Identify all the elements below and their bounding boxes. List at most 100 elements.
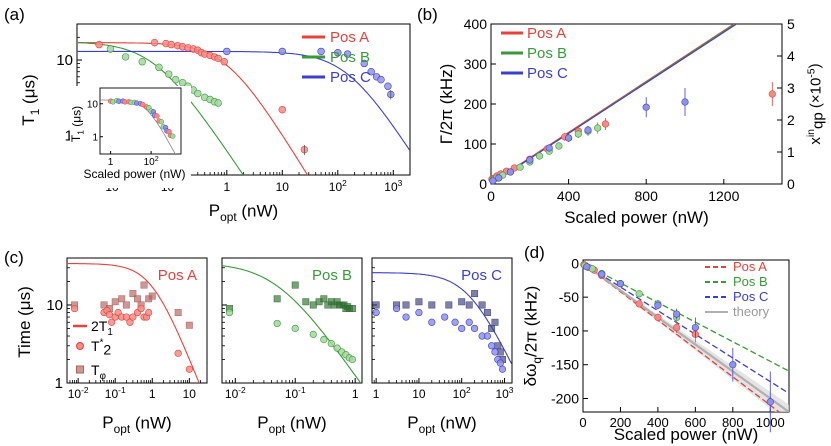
y-axis-label-part: δω [521,364,540,387]
legend-label: Pos C [527,65,568,82]
data-point [278,47,286,56]
y-right-tick-label: 4 [787,48,795,64]
inset-data-point [158,119,165,125]
x-tick-label-part: 10 [68,387,82,401]
data-point [165,70,173,78]
data-point-Tphi [100,301,108,309]
data-point-Tphi [185,321,193,329]
panel-label-a: (a) [4,5,25,24]
data-point-Tphi [291,281,299,289]
legend-label: Pos B [330,49,370,66]
data-point [167,40,175,49]
legend-swatch-T2 [76,342,84,350]
data-point-Tphi [494,342,502,350]
x-tick-label: 1 [149,387,156,401]
data-point [564,134,573,142]
y-tick-label: -50 [559,289,579,305]
y-right-axis-label-part: qp [810,112,827,129]
legend-label-T2-part: T [91,338,100,354]
data-point [106,45,115,53]
data-point-Tphi [309,301,317,309]
data-point-Tphi [483,309,491,316]
x-tick-label: 10-2 [225,385,246,401]
data-point [654,301,662,309]
x-axis-label-part: P [209,201,220,220]
x-axis-label: Popt (nW) [257,413,326,436]
legend-label-T2-part: * [100,337,104,348]
inset-x-label: Scaled power (nW) [83,167,185,181]
panel-label-d: (d) [524,243,545,262]
fit-line-2T1 [372,272,512,365]
subpanel-title: Pos A [158,267,197,284]
x-tick-label: 0 [487,188,495,204]
data-point [334,49,342,57]
fit-line [77,50,410,152]
data-point [278,105,286,114]
data-point-Tphi [111,298,119,306]
legend-label: Pos B [527,45,567,62]
plot-area [372,272,512,373]
plot-frame [582,259,790,413]
data-point-T2 [498,365,507,373]
data-point-Tphi [445,301,453,309]
y-right-tick-label: 0 [787,176,795,192]
data-point-T2 [491,348,499,356]
x-tick-label-part: 10 [105,387,119,401]
x-tick-label: 200 [610,415,632,430]
x-tick-label: 10 [183,387,197,401]
legend-label-T2: T*2 [91,337,111,357]
x-tick-label: 400 [557,188,581,204]
legend-label: Pos C [330,69,371,86]
y-tick-label: 100 [464,136,488,152]
data-point [489,177,497,185]
data-point-T2 [108,318,116,326]
x-axis-label-part: P [407,413,418,432]
data-point [642,103,650,111]
data-point-Tphi [471,290,479,298]
x-tick-label-part: -2 [81,385,89,395]
fit-line-2T1 [67,263,200,383]
legend-label-2T1: 2T1 [91,318,113,338]
legend-swatch-Tphi [76,365,84,374]
legend-label-2T1-part: 1 [107,327,112,338]
data-point [360,59,368,68]
data-point-Tphi [491,318,499,326]
x-tick-label: 400 [647,415,669,430]
y-tick-label: -150 [551,357,579,373]
panel-b: (b) 0 400 800 1200 0 100 200 300 400 0 1 2 3 4 5 Scaled … [417,5,827,227]
data-point-T2 [185,365,193,373]
data-point [214,54,222,63]
panel-a: (a)10-210-1110102103110Popt (nW)T1 (μs)P… [4,5,411,224]
y-right-axis-label-part: -5 [806,68,818,77]
y-axis-label-part: (μs) [20,74,39,108]
data-point-T2 [70,304,79,313]
y-tick-label: 300 [464,56,488,72]
data-point [555,142,563,150]
y-right-axis-label: xinqp (×10-5) [805,63,827,144]
data-point-Tphi [402,301,410,309]
plot-area [67,263,200,383]
data-point-Tphi [129,290,137,298]
x-axis-label-part: opt [114,422,131,436]
data-point-T2 [273,319,281,328]
x-tick-label: 10-1 [105,385,126,401]
x-tick-label: 1 [352,387,359,401]
legend-label: Pos A [527,25,566,42]
data-point [367,68,375,76]
x-tick-label: 1 [373,387,380,401]
data-point [583,263,591,271]
data-point-Tphi [488,325,496,332]
x-tick-label: 800 [635,188,659,204]
data-point-T2 [392,304,401,313]
x-axis-label: Popt (nW) [209,201,278,224]
data-point-T2 [145,308,153,317]
y-right-axis-label-part: in [805,129,817,137]
x-tick-label: 600 [685,415,707,430]
legend-label-T2-part: 2 [103,341,111,357]
data-point [317,47,325,56]
y-tick-label: -100 [551,323,579,339]
plot-frame [221,257,363,384]
subpanel-title: Pos B [312,267,352,284]
y-axis-label-part: 1 [28,108,42,115]
